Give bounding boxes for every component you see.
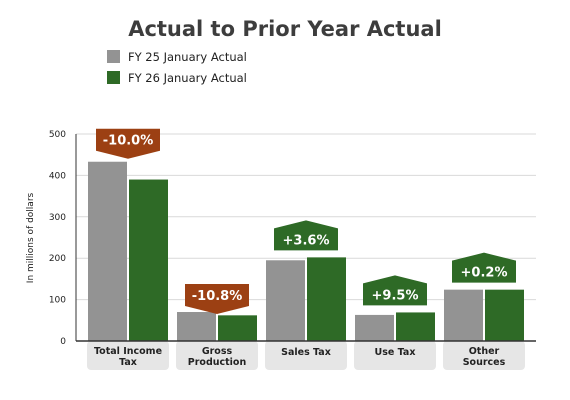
y-tick-label: 400 bbox=[49, 171, 66, 181]
bar-fy25 bbox=[355, 314, 394, 341]
change-label: +9.5% bbox=[372, 288, 419, 303]
bar-fy26 bbox=[307, 257, 346, 341]
category-label: Other bbox=[469, 346, 500, 357]
category-pill bbox=[354, 341, 436, 370]
category-label: Production bbox=[188, 357, 247, 368]
category-pill bbox=[87, 341, 169, 370]
y-tick-label: 200 bbox=[49, 254, 66, 264]
bar-fy26 bbox=[218, 315, 257, 341]
bar-fy26 bbox=[129, 179, 168, 341]
change-badge bbox=[274, 220, 338, 251]
change-badge bbox=[363, 275, 427, 306]
legend: FY 25 January Actual FY 26 January Actua… bbox=[107, 50, 247, 85]
chart-title: Actual to Prior Year Actual bbox=[128, 17, 442, 41]
category-label: Gross bbox=[202, 346, 233, 357]
bar-fy26 bbox=[485, 289, 524, 341]
legend-swatch-fy25 bbox=[107, 50, 120, 63]
y-tick-label: 100 bbox=[49, 296, 66, 306]
category-label: Sources bbox=[463, 357, 506, 368]
y-axis-label: In millions of dollars bbox=[26, 192, 36, 283]
legend-swatch-fy26 bbox=[107, 71, 120, 84]
y-tick-label: 500 bbox=[49, 130, 66, 140]
change-label: -10.8% bbox=[192, 289, 243, 304]
category-pill bbox=[176, 341, 258, 370]
category-label: Total Income bbox=[94, 346, 162, 357]
change-badge bbox=[96, 128, 160, 159]
change-label: +3.6% bbox=[283, 233, 330, 248]
y-tick-label: 0 bbox=[60, 337, 66, 347]
category-pill bbox=[443, 341, 525, 370]
bar-fy25 bbox=[88, 161, 127, 341]
legend-label-fy26: FY 26 January Actual bbox=[128, 71, 247, 85]
change-badge bbox=[185, 284, 249, 315]
change-badge bbox=[452, 252, 516, 283]
bar-fy25 bbox=[444, 289, 483, 341]
category-label: Use Tax bbox=[375, 347, 416, 358]
category-pill bbox=[265, 341, 347, 370]
bar-fy25 bbox=[266, 260, 305, 341]
y-tick-label: 300 bbox=[49, 213, 66, 223]
category-label: Tax bbox=[119, 357, 137, 368]
legend-label-fy25: FY 25 January Actual bbox=[128, 50, 247, 64]
change-label: +0.2% bbox=[461, 266, 508, 281]
change-label: -10.0% bbox=[103, 134, 154, 149]
category-label: Sales Tax bbox=[281, 347, 331, 358]
bar-fy25 bbox=[177, 312, 216, 341]
bar-fy26 bbox=[396, 312, 435, 341]
